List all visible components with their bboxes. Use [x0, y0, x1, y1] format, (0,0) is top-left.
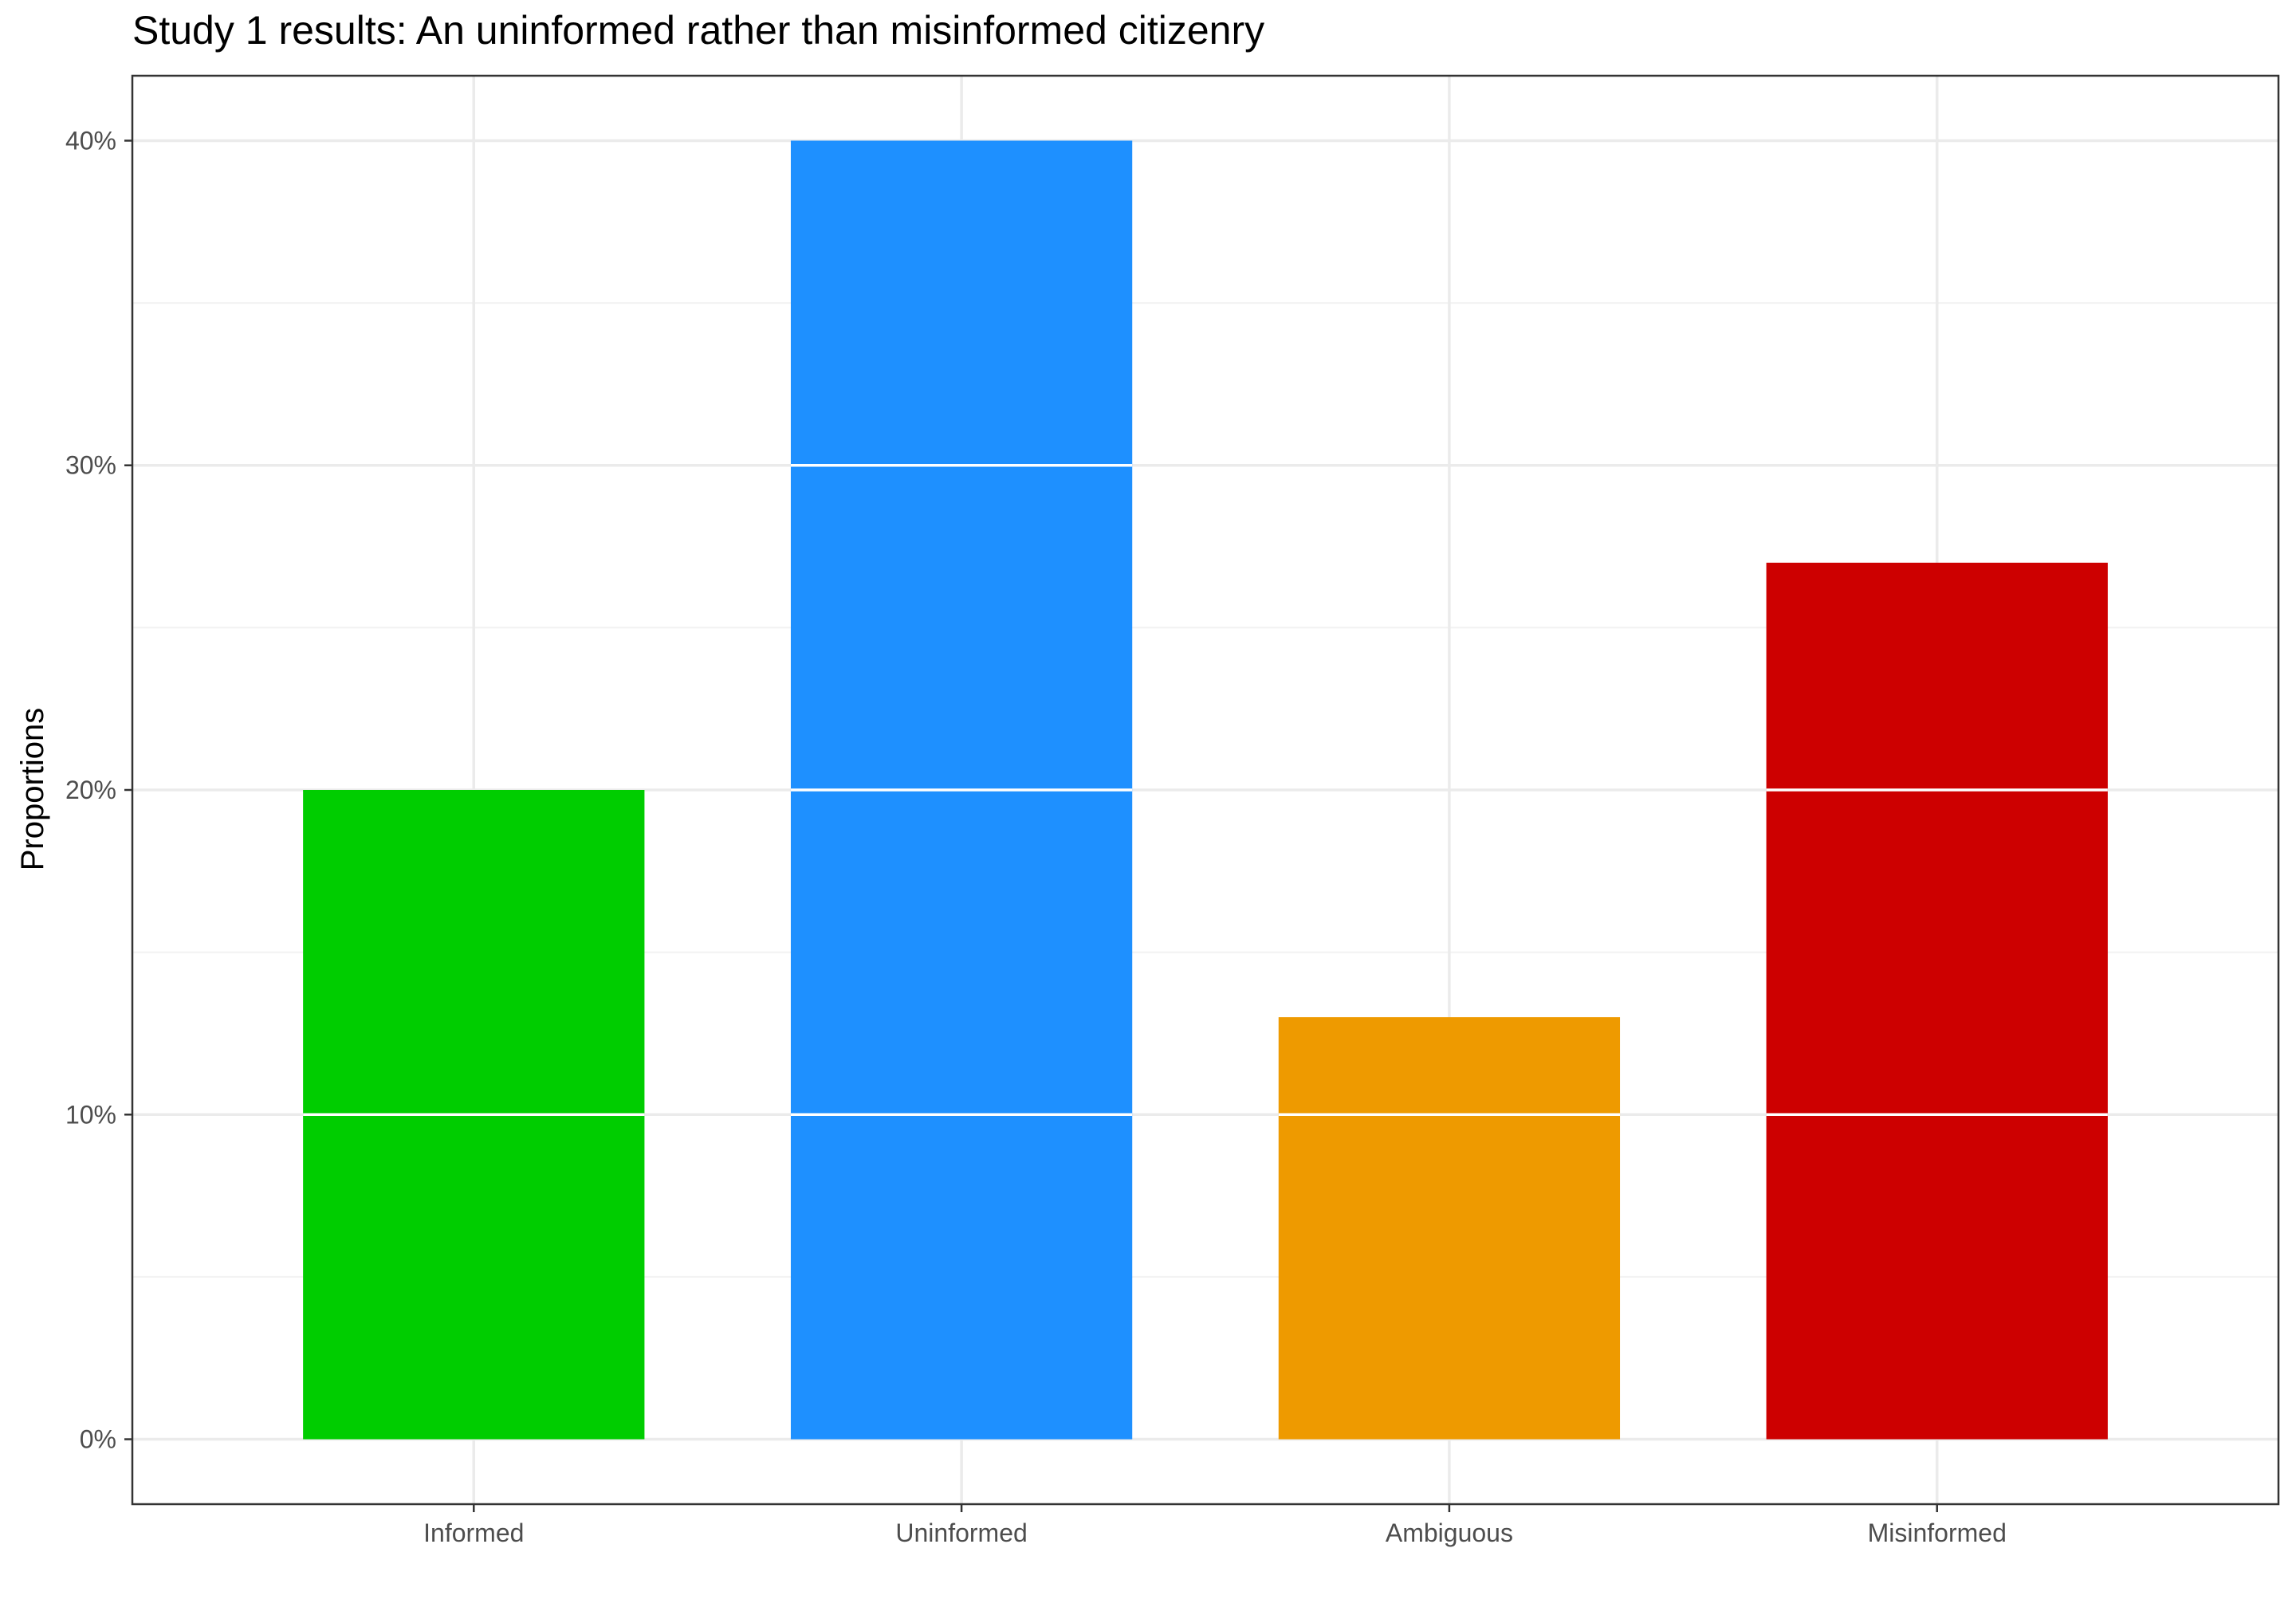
- x-tick-label: Uninformed: [895, 1519, 1027, 1547]
- x-axis: Informed Uninformed Ambiguous Misinformed: [423, 1504, 2007, 1547]
- chart-title: Study 1 results: An uninformed rather th…: [132, 8, 1264, 53]
- y-tick-label: 10%: [65, 1100, 116, 1129]
- x-tick-label: Ambiguous: [1386, 1519, 1513, 1547]
- y-tick-label: 40%: [65, 126, 116, 155]
- x-tick-label: Misinformed: [1868, 1519, 2007, 1547]
- x-tick-label: Informed: [423, 1519, 524, 1547]
- y-axis: 0% 10% 20% 30% 40%: [65, 126, 132, 1454]
- y-tick-label: 30%: [65, 451, 116, 480]
- bars: [303, 140, 2108, 1440]
- bar-misinformed: [1766, 562, 2108, 1440]
- y-tick-label: 0%: [80, 1425, 116, 1454]
- bar-ambiguous: [1278, 1017, 1621, 1440]
- y-axis-label: Proportions: [15, 708, 50, 871]
- y-tick-label: 20%: [65, 776, 116, 804]
